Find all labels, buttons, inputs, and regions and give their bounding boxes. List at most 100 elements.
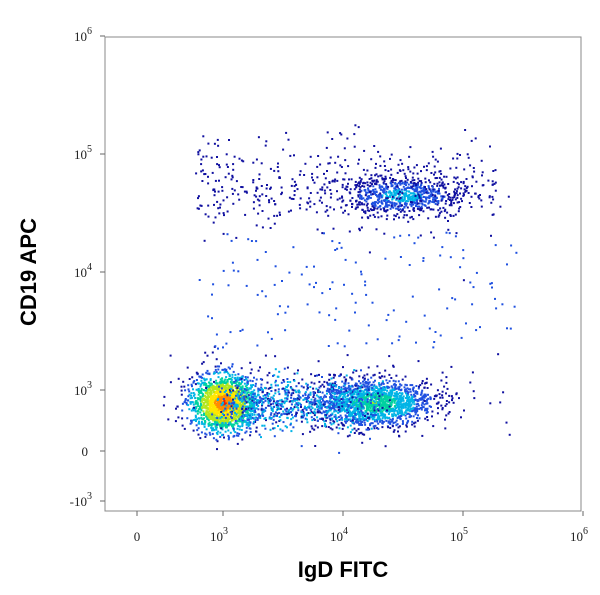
data-point <box>376 419 379 422</box>
data-point <box>353 427 356 430</box>
data-point <box>359 403 362 406</box>
data-point <box>424 189 427 192</box>
data-point <box>254 382 257 385</box>
data-point <box>312 387 315 390</box>
data-point <box>431 200 434 203</box>
data-point <box>306 385 309 388</box>
data-point <box>259 415 262 417</box>
data-point <box>355 199 358 202</box>
data-point <box>367 188 370 191</box>
data-point <box>401 423 404 425</box>
data-point <box>362 391 365 394</box>
data-point <box>325 400 328 403</box>
data-point <box>335 410 338 413</box>
data-point <box>414 399 417 402</box>
data-point <box>279 419 282 422</box>
data-point <box>321 383 324 386</box>
data-point <box>343 392 346 395</box>
data-point <box>399 389 402 392</box>
data-point <box>283 367 286 370</box>
data-point <box>401 209 404 212</box>
data-point <box>313 428 316 431</box>
data-point <box>187 399 189 402</box>
data-point <box>226 410 229 412</box>
data-point <box>329 196 332 199</box>
data-point <box>356 391 359 394</box>
data-point <box>276 412 279 415</box>
data-point <box>212 399 215 402</box>
data-point <box>241 390 244 393</box>
data-point <box>289 400 292 403</box>
data-point <box>369 196 372 199</box>
data-point <box>211 413 214 416</box>
data-point <box>372 417 374 420</box>
data-point <box>305 412 308 415</box>
data-point <box>364 210 367 213</box>
data-point <box>364 392 367 395</box>
data-point <box>416 199 418 202</box>
data-point <box>417 193 420 196</box>
data-point <box>432 425 435 428</box>
data-point <box>281 191 283 194</box>
data-point <box>416 403 419 405</box>
data-point <box>247 397 250 400</box>
data-point <box>389 201 392 204</box>
data-point <box>433 395 436 398</box>
data-point <box>403 188 406 191</box>
data-point <box>359 396 362 399</box>
data-point <box>238 397 241 400</box>
data-point <box>385 194 388 197</box>
data-point <box>295 391 298 394</box>
data-point <box>390 400 393 403</box>
data-point <box>385 186 388 189</box>
data-point <box>324 405 327 408</box>
data-point <box>287 410 290 413</box>
data-point <box>357 407 360 410</box>
data-point <box>406 407 409 410</box>
data-point <box>228 386 230 389</box>
data-point <box>245 414 248 417</box>
data-point <box>192 419 195 422</box>
data-point <box>240 398 243 401</box>
data-point <box>391 415 394 418</box>
data-point <box>217 402 220 405</box>
data-point <box>415 188 418 191</box>
data-point <box>409 216 412 219</box>
data-point <box>314 374 317 377</box>
data-point <box>459 192 461 195</box>
data-point <box>379 418 382 421</box>
data-point <box>340 421 343 424</box>
data-point <box>210 386 213 389</box>
data-point <box>219 417 222 420</box>
data-point <box>311 176 313 179</box>
data-point <box>363 401 366 404</box>
data-point <box>407 406 410 408</box>
data-point <box>425 188 428 191</box>
data-point <box>365 197 368 200</box>
data-point <box>229 409 231 412</box>
data-point <box>290 392 293 395</box>
data-point <box>329 418 332 421</box>
data-point <box>183 401 186 404</box>
data-point <box>394 421 397 424</box>
data-point <box>448 193 451 195</box>
data-point <box>227 409 230 412</box>
data-point <box>367 381 370 384</box>
data-point <box>389 426 392 429</box>
data-point <box>215 421 218 424</box>
data-point <box>388 380 391 383</box>
data-point <box>217 403 220 406</box>
data-point <box>232 396 234 399</box>
data-point <box>239 399 242 402</box>
data-point <box>374 414 377 416</box>
data-point <box>383 199 385 202</box>
data-point <box>310 416 313 419</box>
data-point <box>195 424 198 427</box>
data-point <box>382 400 385 402</box>
data-point <box>323 394 326 397</box>
data-point <box>367 428 370 431</box>
data-point <box>255 399 258 402</box>
data-point <box>434 202 437 205</box>
data-point <box>358 201 361 204</box>
data-point <box>246 380 249 383</box>
